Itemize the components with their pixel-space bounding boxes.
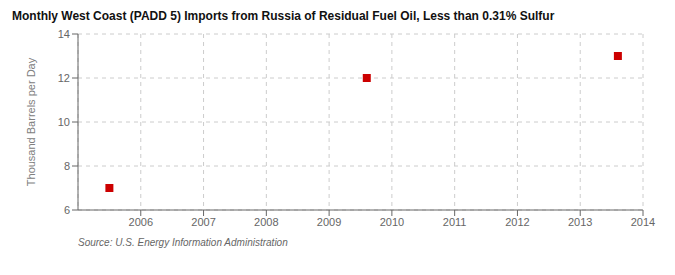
html-text:Monthly West Coast (PADD 5) Im: Monthly West Coast (PADD 5) Imports from…: [12, 9, 555, 23]
svg-text:8: 8: [64, 160, 70, 172]
svg-text:2006: 2006: [129, 216, 153, 228]
svg-text:10: 10: [58, 116, 70, 128]
svg-text:Thousand Barrels per Day: Thousand Barrels per Day: [25, 57, 37, 186]
svg-text:6: 6: [64, 204, 70, 216]
svg-text:12: 12: [58, 72, 70, 84]
svg-text:2010: 2010: [380, 216, 404, 228]
svg-text:14: 14: [58, 28, 70, 40]
svg-text:2012: 2012: [505, 216, 529, 228]
svg-text:2014: 2014: [631, 216, 655, 228]
svg-text:2008: 2008: [254, 216, 278, 228]
svg-text:2009: 2009: [317, 216, 341, 228]
svg-text:2013: 2013: [568, 216, 592, 228]
svg-text:2011: 2011: [443, 216, 467, 228]
html-text:Source: U.S. Energy Informatio: Source: U.S. Energy Information Administ…: [78, 237, 288, 248]
svg-text:2007: 2007: [191, 216, 215, 228]
